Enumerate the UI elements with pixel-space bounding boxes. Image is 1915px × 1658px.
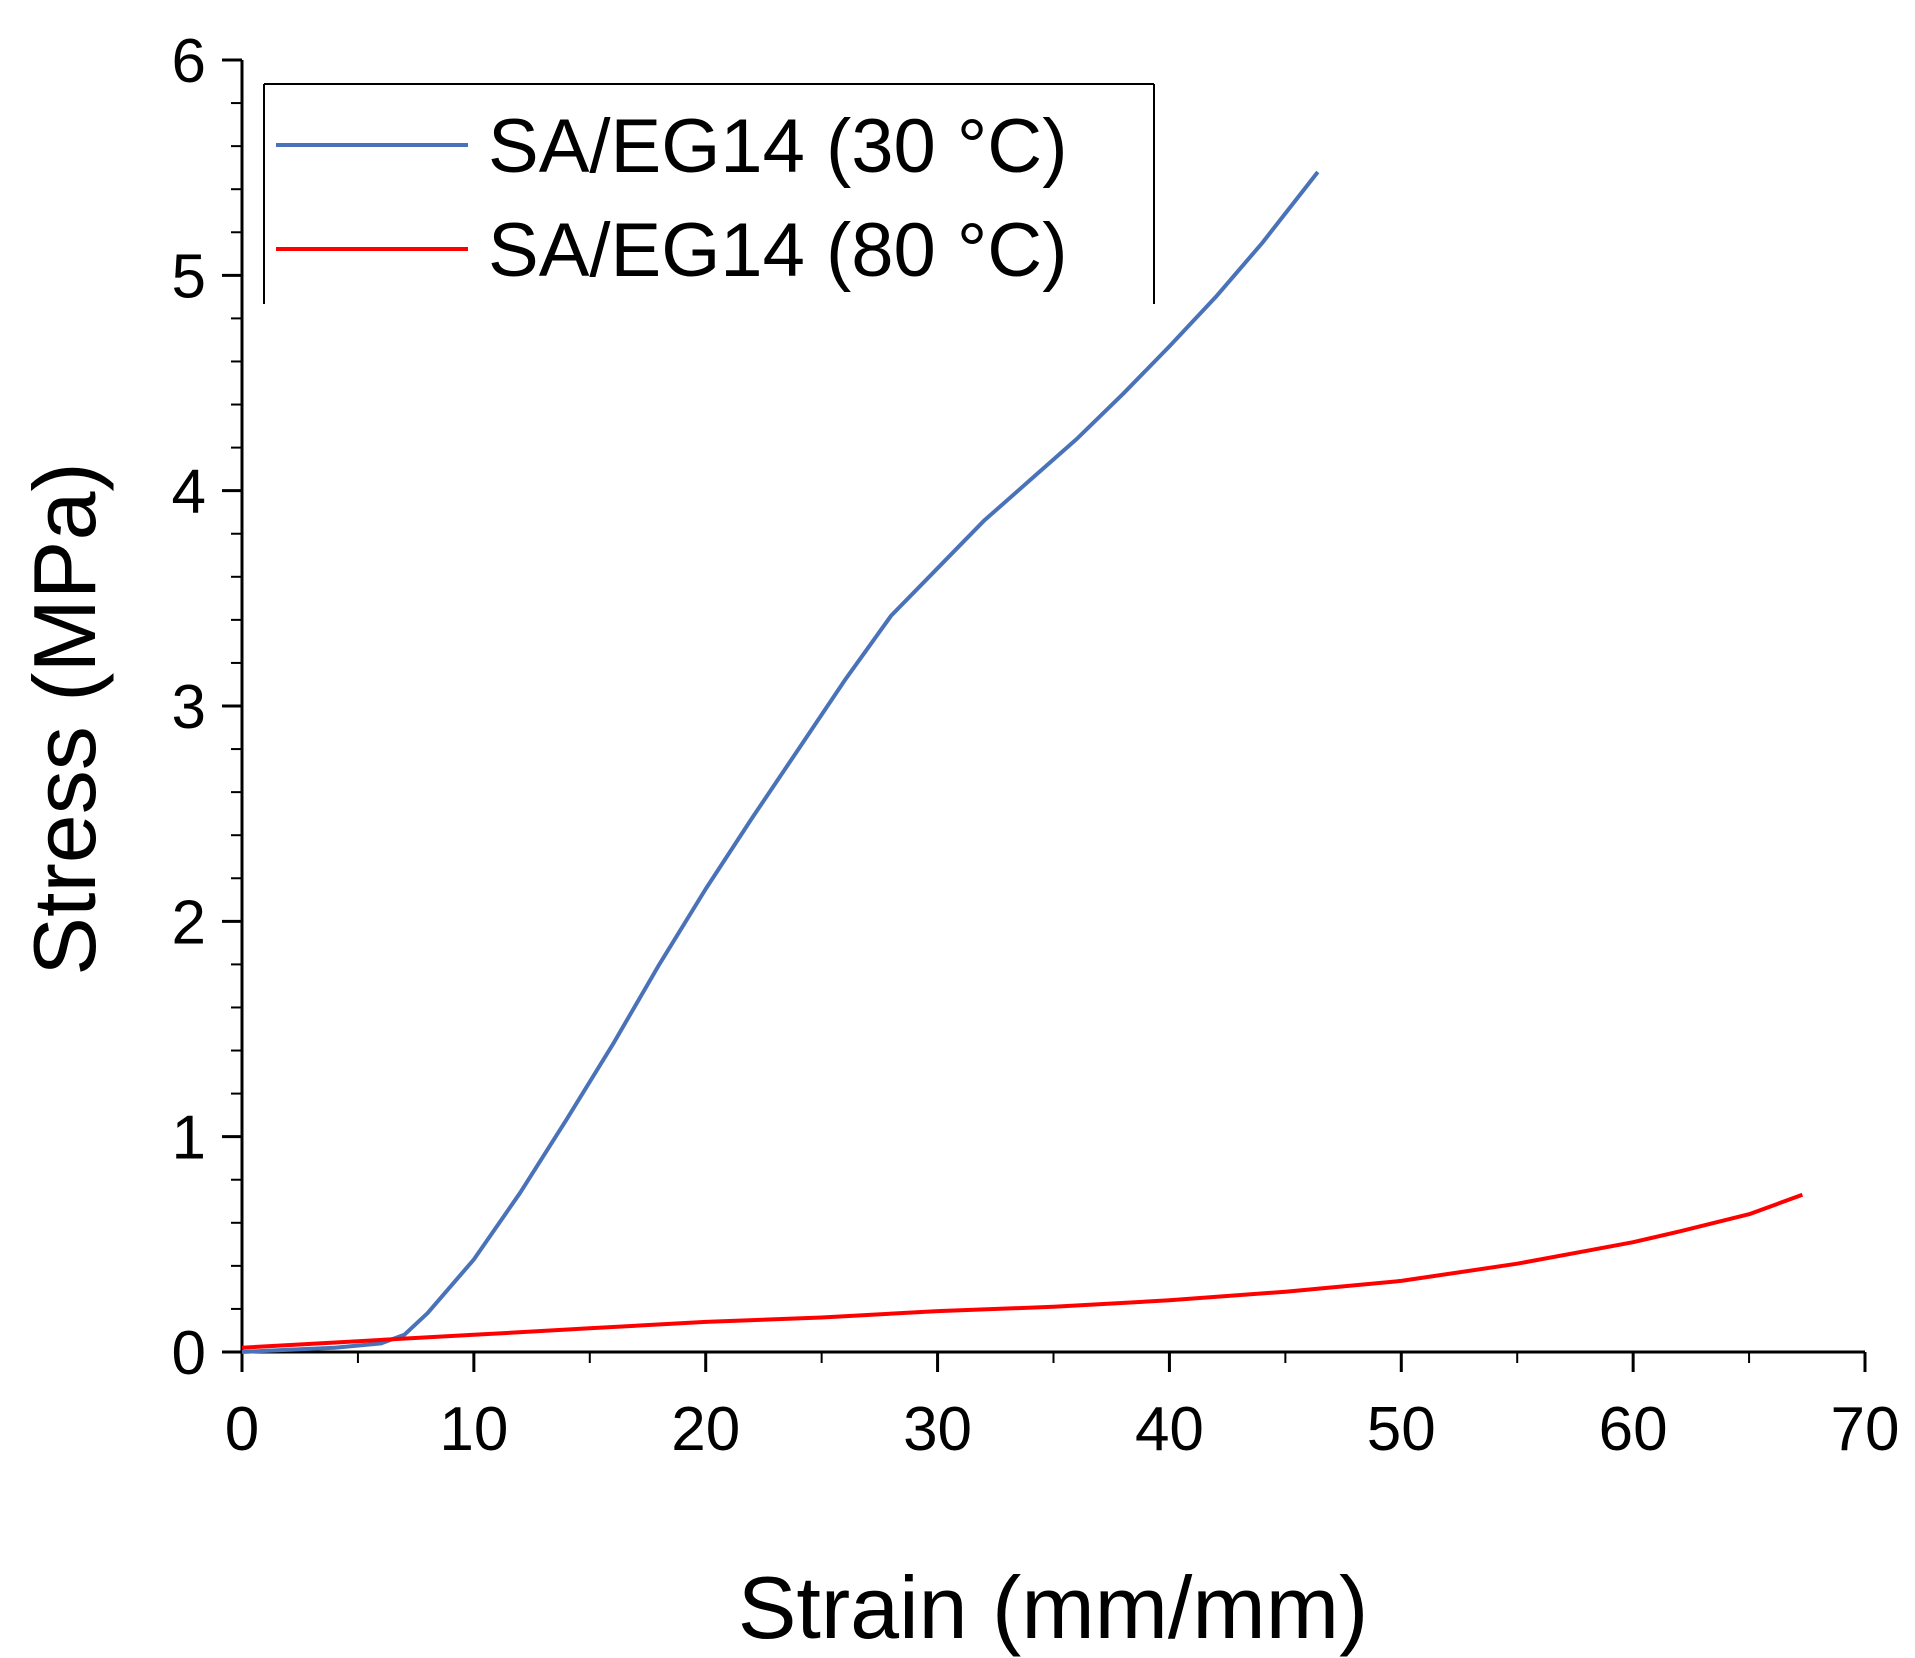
y-tick-label: 1 xyxy=(172,1104,206,1173)
x-tick-label: 50 xyxy=(1367,1395,1436,1464)
legend-label-2: SA/EG14 (80 °C) xyxy=(488,208,1068,293)
y-axis-ticks: 0 1 2 3 4 5 6 xyxy=(172,27,242,1388)
series-layer xyxy=(241,170,1804,1354)
x-axis-title: Strain (mm/mm) xyxy=(738,1558,1369,1657)
y-axis-title: Stress (MPa) xyxy=(15,462,114,975)
x-tick-label: 10 xyxy=(439,1395,508,1464)
plot-frame xyxy=(228,60,1865,1366)
x-axis-ticks: 0 10 20 30 40 50 60 70 xyxy=(225,1352,1900,1464)
series-line-1 xyxy=(241,170,1320,1354)
legend-label-1: SA/EG14 (30 °C) xyxy=(488,104,1068,189)
y-tick-label: 6 xyxy=(172,27,206,96)
x-tick-label: 0 xyxy=(225,1395,259,1464)
series-line-2 xyxy=(241,1192,1804,1350)
x-tick-label: 20 xyxy=(671,1395,740,1464)
x-tick-label: 30 xyxy=(903,1395,972,1464)
y-tick-label: 0 xyxy=(172,1319,206,1388)
y-tick-label: 4 xyxy=(172,458,206,527)
legend: SA/EG14 (30 °C) SA/EG14 (80 °C) xyxy=(263,83,1155,304)
x-tick-label: 60 xyxy=(1599,1395,1668,1464)
y-tick-label: 3 xyxy=(172,673,206,742)
x-tick-label: 70 xyxy=(1831,1395,1900,1464)
y-tick-label: 2 xyxy=(172,888,206,957)
x-tick-label: 40 xyxy=(1135,1395,1204,1464)
y-tick-label: 5 xyxy=(172,242,206,311)
